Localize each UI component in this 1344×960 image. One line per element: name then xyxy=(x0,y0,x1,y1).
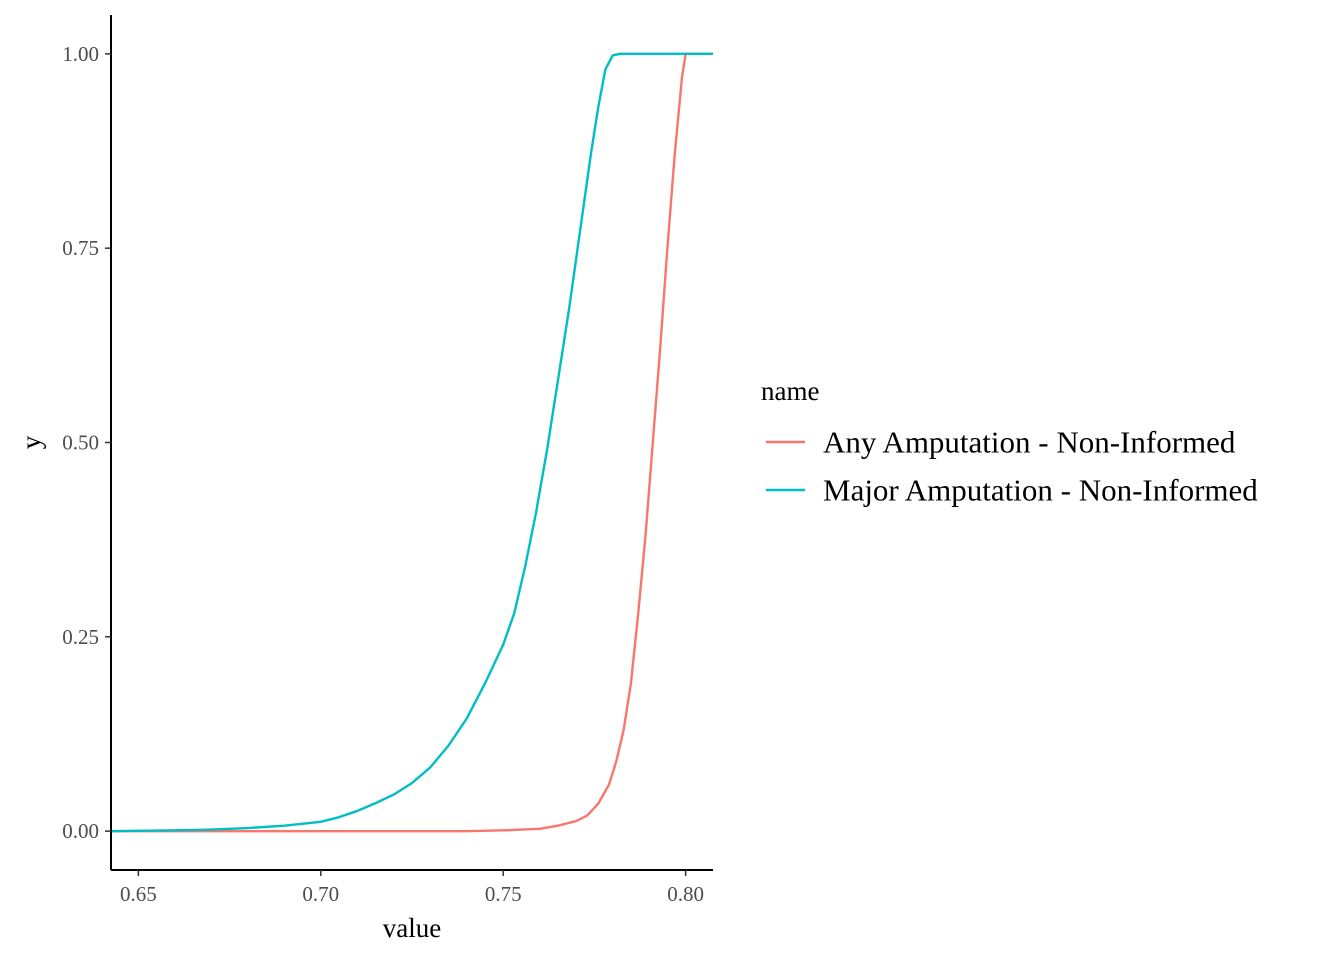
axes: 0.00 0.25 0.50 0.75 1.00 0.65 0.70 0.75 0.80 valu… xyxy=(16,15,713,943)
y-tick-label: 0.50 xyxy=(62,431,99,455)
series-line-2 xyxy=(110,52,713,833)
y-tick-label: 0.75 xyxy=(62,236,99,260)
x-axis-title: value xyxy=(383,913,441,943)
y-tick-label: 0.25 xyxy=(62,625,99,649)
x-tick-label: 0.75 xyxy=(485,882,522,906)
plot-lines xyxy=(110,52,713,833)
x-tick-label: 0.65 xyxy=(120,882,157,906)
y-axis-title: y xyxy=(16,435,46,449)
x-tick-label: 0.70 xyxy=(302,882,339,906)
y-tick-label: 1.00 xyxy=(62,42,99,66)
legend-title: name xyxy=(761,376,819,406)
x-tick-label: 0.80 xyxy=(667,882,704,906)
legend-label-1: Any Amputation - Non-Informed xyxy=(823,425,1236,460)
y-tick-label: 0.00 xyxy=(62,819,99,843)
series-line-1 xyxy=(111,52,713,833)
legend-label-2: Major Amputation - Non-Informed xyxy=(823,473,1258,508)
